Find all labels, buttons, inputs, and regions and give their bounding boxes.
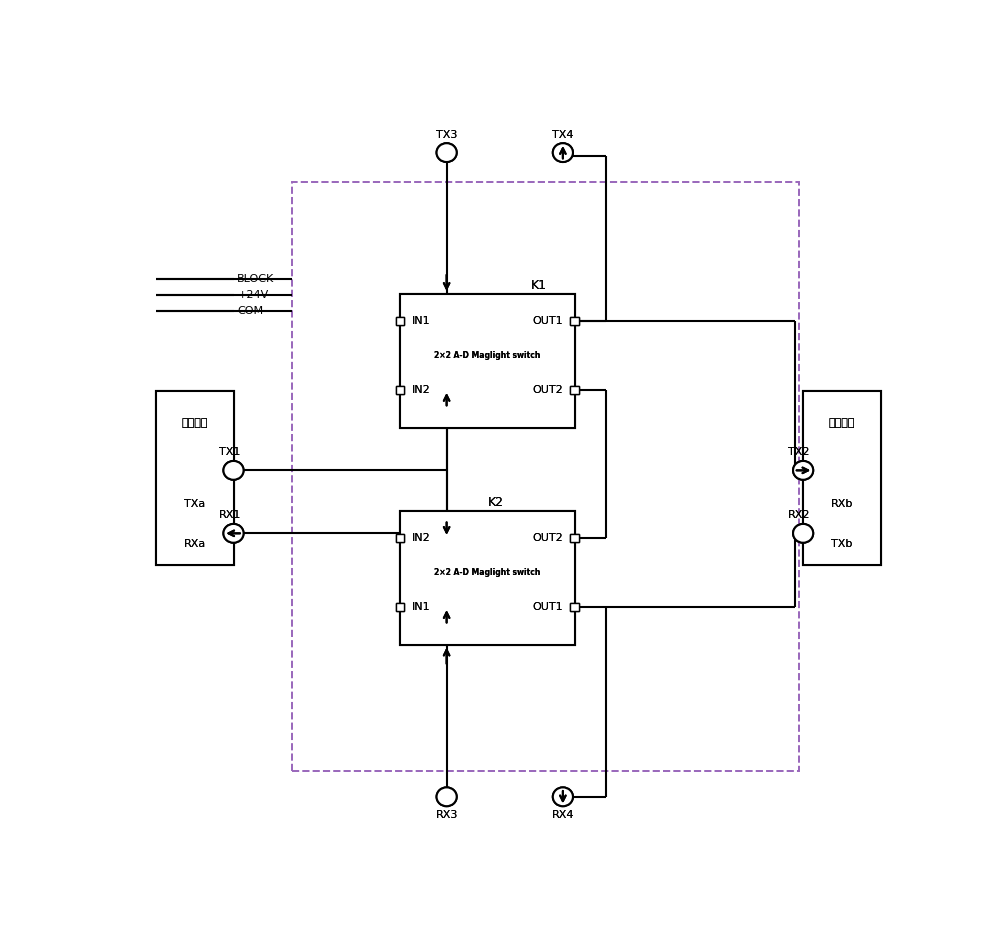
Text: TXb: TXb — [831, 540, 853, 549]
Bar — [570, 603, 579, 611]
Text: RXa: RXa — [184, 540, 206, 549]
Text: TX2: TX2 — [788, 447, 810, 457]
Text: TX1: TX1 — [219, 447, 240, 457]
Text: 本侧保护: 本侧保护 — [182, 417, 208, 428]
Text: 2×2 A-D Maglight switch: 2×2 A-D Maglight switch — [434, 351, 540, 360]
Text: RX4: RX4 — [552, 810, 574, 820]
Bar — [156, 391, 234, 565]
Bar — [396, 603, 404, 611]
Bar — [156, 391, 234, 565]
Text: RX3: RX3 — [435, 810, 458, 820]
Text: 2×2 A-D Maglight switch: 2×2 A-D Maglight switch — [434, 351, 540, 360]
Text: IN1: IN1 — [412, 603, 430, 612]
Text: TXa: TXa — [184, 499, 205, 509]
Text: IN2: IN2 — [412, 385, 430, 395]
Bar — [570, 386, 579, 394]
Text: OUT1: OUT1 — [532, 603, 563, 612]
Circle shape — [793, 461, 813, 479]
Text: OUT1: OUT1 — [532, 316, 563, 325]
Text: OUT2: OUT2 — [532, 385, 563, 395]
Text: TX1: TX1 — [219, 447, 240, 457]
Text: OUT2: OUT2 — [532, 385, 563, 395]
Bar — [400, 293, 574, 428]
Text: IN1: IN1 — [412, 316, 430, 325]
Bar — [396, 534, 404, 541]
Text: OUT2: OUT2 — [532, 533, 563, 542]
Circle shape — [793, 524, 813, 542]
Text: K1: K1 — [531, 278, 547, 291]
Text: IN2: IN2 — [412, 533, 430, 542]
Text: +24V: +24V — [237, 290, 269, 300]
Bar — [570, 534, 579, 541]
Text: IN1: IN1 — [412, 316, 430, 325]
Circle shape — [437, 788, 457, 807]
Text: 本侧保护: 本侧保护 — [182, 417, 208, 428]
Bar — [396, 386, 404, 394]
Circle shape — [553, 788, 573, 807]
Circle shape — [437, 788, 457, 807]
Text: 对侧保护: 对侧保护 — [829, 417, 855, 428]
Text: RXb: RXb — [831, 499, 853, 509]
Bar — [396, 603, 404, 611]
Circle shape — [437, 143, 457, 162]
Bar — [396, 317, 404, 324]
Circle shape — [793, 461, 813, 479]
Bar — [570, 317, 579, 324]
Bar — [292, 181, 799, 772]
Text: K1: K1 — [531, 278, 547, 291]
Text: TX4: TX4 — [552, 130, 574, 139]
Text: TX3: TX3 — [436, 130, 457, 139]
Text: RX1: RX1 — [218, 510, 241, 520]
Text: RX4: RX4 — [552, 810, 574, 820]
Bar — [570, 317, 579, 324]
Circle shape — [223, 524, 244, 542]
Bar — [400, 511, 574, 645]
Bar — [400, 511, 574, 645]
Circle shape — [223, 461, 244, 479]
Text: TX4: TX4 — [552, 130, 574, 139]
Circle shape — [223, 461, 244, 479]
Circle shape — [223, 524, 244, 542]
Text: RX1: RX1 — [218, 510, 241, 520]
Text: RXa: RXa — [184, 540, 206, 549]
Text: K2: K2 — [487, 495, 503, 509]
Bar — [803, 391, 881, 565]
Text: RX2: RX2 — [788, 510, 810, 520]
Circle shape — [553, 788, 573, 807]
Text: BLOCK: BLOCK — [237, 274, 275, 284]
Text: RX3: RX3 — [435, 810, 458, 820]
Text: IN2: IN2 — [412, 385, 430, 395]
Text: TXb: TXb — [831, 540, 853, 549]
Bar — [396, 386, 404, 394]
Bar — [400, 293, 574, 428]
Circle shape — [553, 143, 573, 162]
Bar — [396, 534, 404, 541]
Text: TX2: TX2 — [788, 447, 810, 457]
Text: 对侧保护: 对侧保护 — [829, 417, 855, 428]
Text: TXa: TXa — [184, 499, 205, 509]
Bar — [803, 391, 881, 565]
Text: RXb: RXb — [831, 499, 853, 509]
Bar — [570, 386, 579, 394]
Text: IN2: IN2 — [412, 533, 430, 542]
Text: IN1: IN1 — [412, 603, 430, 612]
Text: OUT1: OUT1 — [532, 603, 563, 612]
Bar — [396, 317, 404, 324]
Text: TX3: TX3 — [436, 130, 457, 139]
Text: 2×2 A-D Maglight switch: 2×2 A-D Maglight switch — [434, 568, 540, 577]
Text: RX2: RX2 — [788, 510, 810, 520]
Text: 2×2 A-D Maglight switch: 2×2 A-D Maglight switch — [434, 568, 540, 577]
Circle shape — [437, 143, 457, 162]
Circle shape — [553, 143, 573, 162]
Bar — [570, 534, 579, 541]
Text: OUT2: OUT2 — [532, 533, 563, 542]
Bar — [570, 603, 579, 611]
Text: COM: COM — [237, 306, 264, 316]
Text: OUT1: OUT1 — [532, 316, 563, 325]
Text: K2: K2 — [487, 495, 503, 509]
Circle shape — [793, 524, 813, 542]
